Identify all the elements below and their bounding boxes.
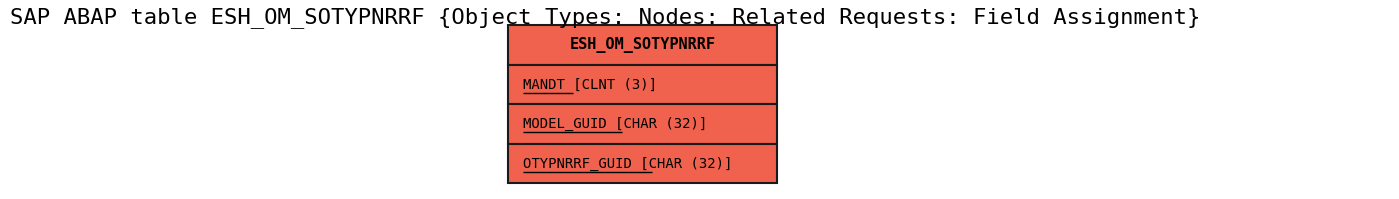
Text: OTYPNRRF_GUID: OTYPNRRF_GUID <box>523 157 632 171</box>
Bar <box>508 25 778 65</box>
Text: OTYPNRRF_GUID [CHAR (32)]: OTYPNRRF_GUID [CHAR (32)] <box>523 157 733 171</box>
Text: MODEL_GUID [CHAR (32)]: MODEL_GUID [CHAR (32)] <box>523 117 708 131</box>
Bar <box>508 104 778 144</box>
Text: ESH_OM_SOTYPNRRF: ESH_OM_SOTYPNRRF <box>569 37 716 53</box>
Text: MANDT [CLNT (3)]: MANDT [CLNT (3)] <box>523 78 658 92</box>
Text: MANDT: MANDT <box>523 78 565 92</box>
Bar <box>508 144 778 183</box>
Text: MODEL_GUID: MODEL_GUID <box>523 117 607 131</box>
Text: SAP ABAP table ESH_OM_SOTYPNRRF {Object Types: Nodes: Related Requests: Field As: SAP ABAP table ESH_OM_SOTYPNRRF {Object … <box>10 7 1200 27</box>
Bar <box>508 65 778 104</box>
